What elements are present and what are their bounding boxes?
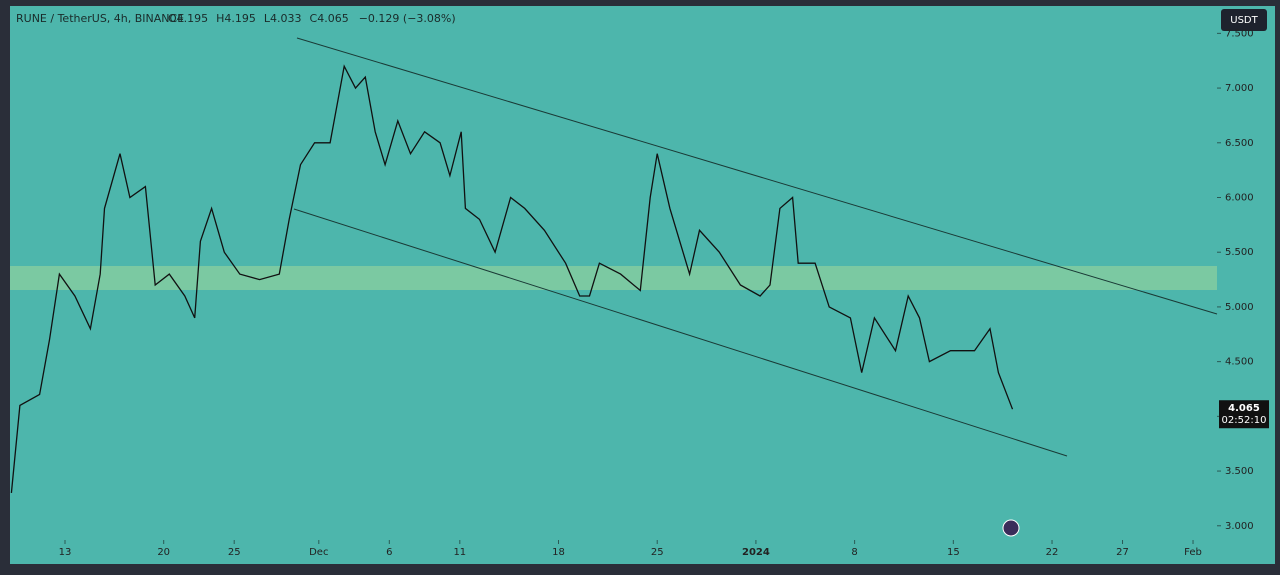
x-tick-label: 2024 <box>742 547 770 558</box>
x-tick-label: 20 <box>157 547 170 558</box>
event-icon[interactable] <box>1002 519 1020 537</box>
x-tick-label: 11 <box>453 547 466 558</box>
last-price: 4.065 <box>1228 403 1260 414</box>
x-tick-label: 6 <box>386 547 392 558</box>
last-price-badge <box>1219 400 1269 429</box>
currency: USDT <box>1230 15 1258 26</box>
ohlc-value: H4.195 <box>216 12 256 25</box>
ohlc-value: L4.033 <box>264 12 302 25</box>
x-tick-label: 15 <box>947 547 960 558</box>
y-tick-label: 6.000 <box>1225 192 1254 203</box>
x-tick-label: 13 <box>59 547 72 558</box>
x-tick-label: 8 <box>851 547 857 558</box>
channel-upper <box>296 37 1218 315</box>
change: −0.129 (−3.08%) <box>359 12 456 25</box>
y-tick-label: 4.500 <box>1225 357 1254 368</box>
y-tick-label: 5.000 <box>1225 302 1254 313</box>
x-tick-label: Dec <box>309 547 328 558</box>
x-tick-label: 27 <box>1116 547 1129 558</box>
currency-badge[interactable] <box>1221 9 1267 31</box>
ohlc-value: C4.065 <box>310 12 349 25</box>
y-tick-label: 6.500 <box>1225 138 1254 149</box>
price-line <box>10 64 1014 493</box>
y-tick-label: 7.500 <box>1225 28 1254 39</box>
x-tick-label: 25 <box>651 547 664 558</box>
marks <box>10 64 1014 493</box>
time-axis <box>10 540 1275 564</box>
symbol: RUNE / TetherUS, 4h, BINANCE <box>16 12 184 25</box>
y-tick-label: 3.000 <box>1225 521 1254 532</box>
y-tick-label: 5.500 <box>1225 247 1254 258</box>
countdown: 02:52:10 <box>1222 415 1267 426</box>
x-tick-label: Feb <box>1184 547 1202 558</box>
ohlc-value: O4.195 <box>168 12 208 25</box>
price-axis <box>1217 6 1275 540</box>
channel-lower <box>293 208 1068 457</box>
support-zone <box>10 266 1217 290</box>
x-tick-label: 25 <box>228 547 241 558</box>
x-tick-label: 22 <box>1046 547 1059 558</box>
y-tick-label: 7.000 <box>1225 83 1254 94</box>
x-tick-label: 18 <box>552 547 565 558</box>
y-tick-label: 3.500 <box>1225 466 1254 477</box>
